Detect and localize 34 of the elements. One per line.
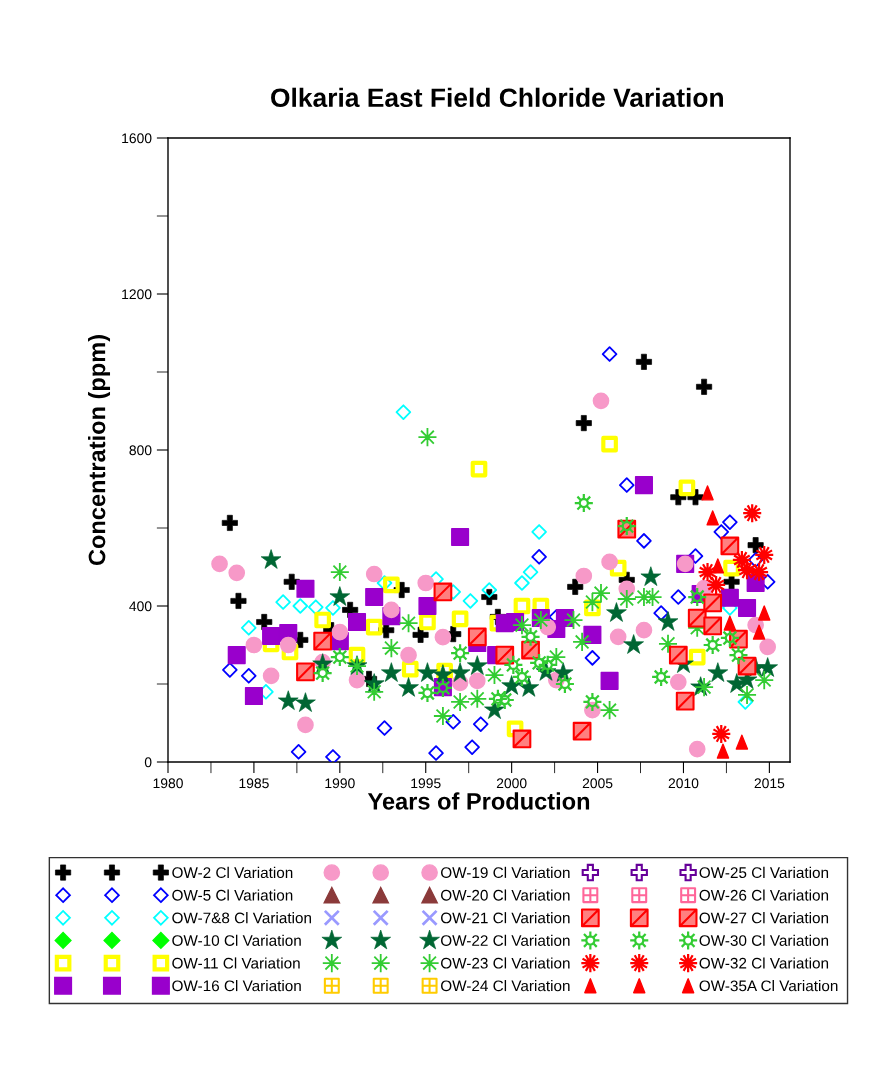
y-tick-label: 1600 xyxy=(122,133,152,144)
legend-label: OW-19 Cl Variation xyxy=(441,866,570,879)
legend-label: OW-16 Cl Variation xyxy=(172,980,301,992)
y-tick-label: 800 xyxy=(129,445,152,456)
x-axis-title: Years of Production xyxy=(367,792,590,810)
x-tick-label: 2005 xyxy=(582,778,613,789)
legend-label: OW-24 Cl Variation xyxy=(441,980,570,992)
legend-label: OW-32 Cl Variation xyxy=(699,957,829,969)
legend-label: OW-10 Cl Variation xyxy=(172,934,301,946)
y-tick-label: 0 xyxy=(144,757,152,768)
legend-label: OW-11 Cl Variation xyxy=(172,957,300,969)
legend-label: OW-20 Cl Variation xyxy=(441,889,570,901)
legend-label: OW-2 Cl Variation xyxy=(172,866,293,879)
y-axis-title: Concentration (ppm) xyxy=(88,335,111,566)
x-tick-label: 1995 xyxy=(411,778,441,789)
y-tick-label: 1200 xyxy=(122,289,152,300)
x-tick-label: 2000 xyxy=(496,778,527,789)
x-tick-label: 2015 xyxy=(754,778,785,789)
legend-label: OW-5 Cl Variation xyxy=(172,889,293,901)
legend-label: OW-21 Cl Variation xyxy=(441,912,570,924)
x-tick-label: 1990 xyxy=(325,778,355,789)
x-tick-label: 1985 xyxy=(239,778,269,789)
legend-label: OW-26 Cl Variation xyxy=(699,889,829,901)
legend-label: OW-23 Cl Variation xyxy=(441,957,570,969)
legend-label: OW-35A Cl Variation xyxy=(699,980,838,992)
chart-title: Olkaria East Field Chloride Variation xyxy=(271,87,723,108)
legend-label: OW-30 Cl Variation xyxy=(699,934,829,946)
legend-label: OW-7&8 Cl Variation xyxy=(172,912,311,924)
legend-label: OW-25 Cl Variation xyxy=(699,866,829,879)
y-tick-label: 400 xyxy=(129,601,152,612)
x-tick-label: 1980 xyxy=(153,778,183,789)
x-tick-label: 2010 xyxy=(668,778,699,789)
legend-label: OW-22 Cl Variation xyxy=(441,934,570,946)
legend-label: OW-27 Cl Variation xyxy=(699,912,829,924)
